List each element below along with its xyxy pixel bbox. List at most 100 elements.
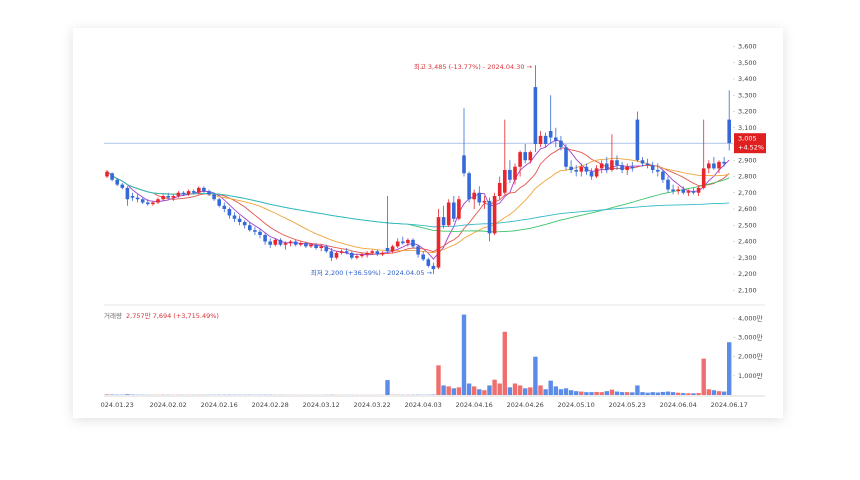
candle-body xyxy=(508,170,512,180)
candle-body xyxy=(656,170,660,172)
candle-body xyxy=(334,252,339,258)
candle-body xyxy=(594,168,599,177)
candle-body xyxy=(390,246,395,252)
x-tick-label: 2024.05.10 xyxy=(558,401,595,409)
volume-tick-label: 4,000만 xyxy=(738,313,763,322)
candle-body xyxy=(370,251,374,253)
candle-body xyxy=(533,87,538,144)
volume-bar xyxy=(548,380,553,395)
volume-bar xyxy=(436,365,441,395)
y-tick-label: 2,300 xyxy=(738,254,757,262)
candle-body xyxy=(380,252,385,255)
candle-body xyxy=(191,191,196,193)
candle-body xyxy=(625,166,629,170)
y-tick-label: 3,100 xyxy=(738,124,757,132)
volume-bar xyxy=(614,391,620,395)
candle-body xyxy=(543,135,548,144)
candle-body xyxy=(237,218,242,222)
volume-bar xyxy=(568,390,574,395)
candle-body xyxy=(686,191,691,193)
candle-body xyxy=(156,199,160,203)
high-annotation: 최고 3,485 (-13.77%) - 2024.04.30 → xyxy=(414,62,533,71)
volume-bar xyxy=(721,391,727,395)
candle-body xyxy=(441,217,446,226)
candle-body xyxy=(457,199,461,219)
volume-summary: 2,757만 7,694 (+3,715.49%) xyxy=(126,311,219,320)
candle-body xyxy=(497,183,502,196)
x-tick-label: 2024.04.03 xyxy=(405,401,442,409)
volume-bar xyxy=(523,388,528,395)
x-tick-label: 2024.06.17 xyxy=(711,401,748,409)
candle-body xyxy=(446,202,451,226)
x-tick-label: 024.01.23 xyxy=(101,401,134,409)
candle-body xyxy=(528,152,533,161)
candle-body xyxy=(467,173,471,200)
candle-body xyxy=(421,254,425,260)
y-tick-label: 3,200 xyxy=(738,108,757,116)
y-tick-label: 2,500 xyxy=(738,221,757,229)
y-tick-label: 2,200 xyxy=(738,270,757,278)
candle-body xyxy=(329,251,334,258)
volume-bar xyxy=(665,391,671,395)
candle-body xyxy=(584,166,589,172)
card xyxy=(73,28,783,418)
price-tag-value: 3,005 xyxy=(738,135,757,143)
candle-body xyxy=(278,239,283,245)
candle-body xyxy=(431,265,436,270)
x-tick-label: 2024.03.22 xyxy=(354,401,391,409)
volume-bar xyxy=(604,391,609,395)
candle-body xyxy=(299,243,303,245)
price-tag xyxy=(734,133,766,154)
candle-body xyxy=(283,243,288,245)
y-tick-label: 2,700 xyxy=(738,189,757,197)
candle-body xyxy=(161,196,165,200)
volume-bar xyxy=(727,342,732,395)
candle-body xyxy=(492,196,497,234)
x-tick-label: 2024.05.23 xyxy=(609,401,646,409)
candle-body xyxy=(701,168,706,188)
candle-body xyxy=(548,131,553,138)
volume-bar xyxy=(660,391,666,395)
y-tick-label: 3,600 xyxy=(738,43,757,51)
candle-body xyxy=(569,166,573,170)
candle-body xyxy=(248,225,252,231)
volume-bar xyxy=(533,356,538,395)
candle-body xyxy=(110,173,114,180)
candle-body xyxy=(472,192,476,200)
candle-body xyxy=(242,222,247,226)
candle-body xyxy=(181,192,186,195)
x-tick-label: 2024.02.02 xyxy=(150,401,187,409)
volume-bar xyxy=(676,392,681,395)
candle-body xyxy=(227,209,232,216)
candle-body xyxy=(304,243,308,247)
candle-body xyxy=(559,140,563,148)
candle-body xyxy=(722,161,726,164)
candle-body xyxy=(589,171,594,177)
candle-body xyxy=(319,246,323,248)
candle-body xyxy=(130,196,135,198)
volume-bar xyxy=(681,393,686,395)
candle-body xyxy=(258,231,262,235)
candle-body xyxy=(268,241,272,245)
candle-body xyxy=(202,187,206,192)
volume-tick-label: 2,000만 xyxy=(738,352,763,361)
volume-bar xyxy=(609,389,615,395)
candle-body xyxy=(217,199,221,206)
candle-body xyxy=(574,170,578,172)
y-tick-label: 3,400 xyxy=(738,75,757,83)
candle-body xyxy=(416,246,420,255)
volume-bar xyxy=(441,385,446,395)
candle-body xyxy=(436,217,441,268)
y-tick-label: 2,900 xyxy=(738,156,757,164)
volume-bar xyxy=(502,331,507,395)
volume-tick-label: 1,000만 xyxy=(738,371,763,380)
candle-body xyxy=(452,202,456,219)
candle-body xyxy=(620,165,624,170)
candle-body xyxy=(538,135,543,144)
candle-body xyxy=(696,187,701,193)
volume-bar xyxy=(125,394,130,395)
volume-title: 거래량 xyxy=(104,311,122,320)
candle-body xyxy=(140,199,145,203)
y-tick-label: 2,600 xyxy=(738,205,757,213)
